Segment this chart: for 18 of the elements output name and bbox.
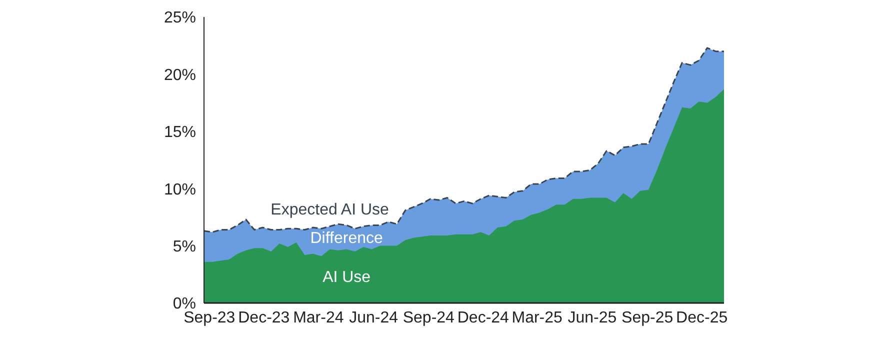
y-tick-label: 5% xyxy=(172,238,196,256)
x-tick-label: Sep-23 xyxy=(184,309,236,326)
y-tick-label: 10% xyxy=(164,181,196,198)
x-tick-label: Dec-24 xyxy=(457,309,510,326)
x-tick-label: Jun-25 xyxy=(568,309,617,326)
x-tick-label: Dec-25 xyxy=(676,309,728,326)
y-tick-label: 25% xyxy=(164,10,196,27)
y-tick-label: 20% xyxy=(164,66,196,84)
x-tick-label: Jun-24 xyxy=(349,309,398,326)
x-tick-label: Mar-24 xyxy=(293,309,344,326)
annotation: Difference xyxy=(310,230,383,247)
x-tick-label: Sep-24 xyxy=(402,309,455,326)
y-tick-label: 15% xyxy=(164,124,196,142)
x-tick-label: Sep-25 xyxy=(622,309,674,326)
series-label: AI Use xyxy=(322,268,371,286)
x-tick-label: Dec-23 xyxy=(238,309,290,326)
x-tick-label: Mar-25 xyxy=(512,309,563,326)
series-label: Expected AI Use xyxy=(270,201,390,218)
